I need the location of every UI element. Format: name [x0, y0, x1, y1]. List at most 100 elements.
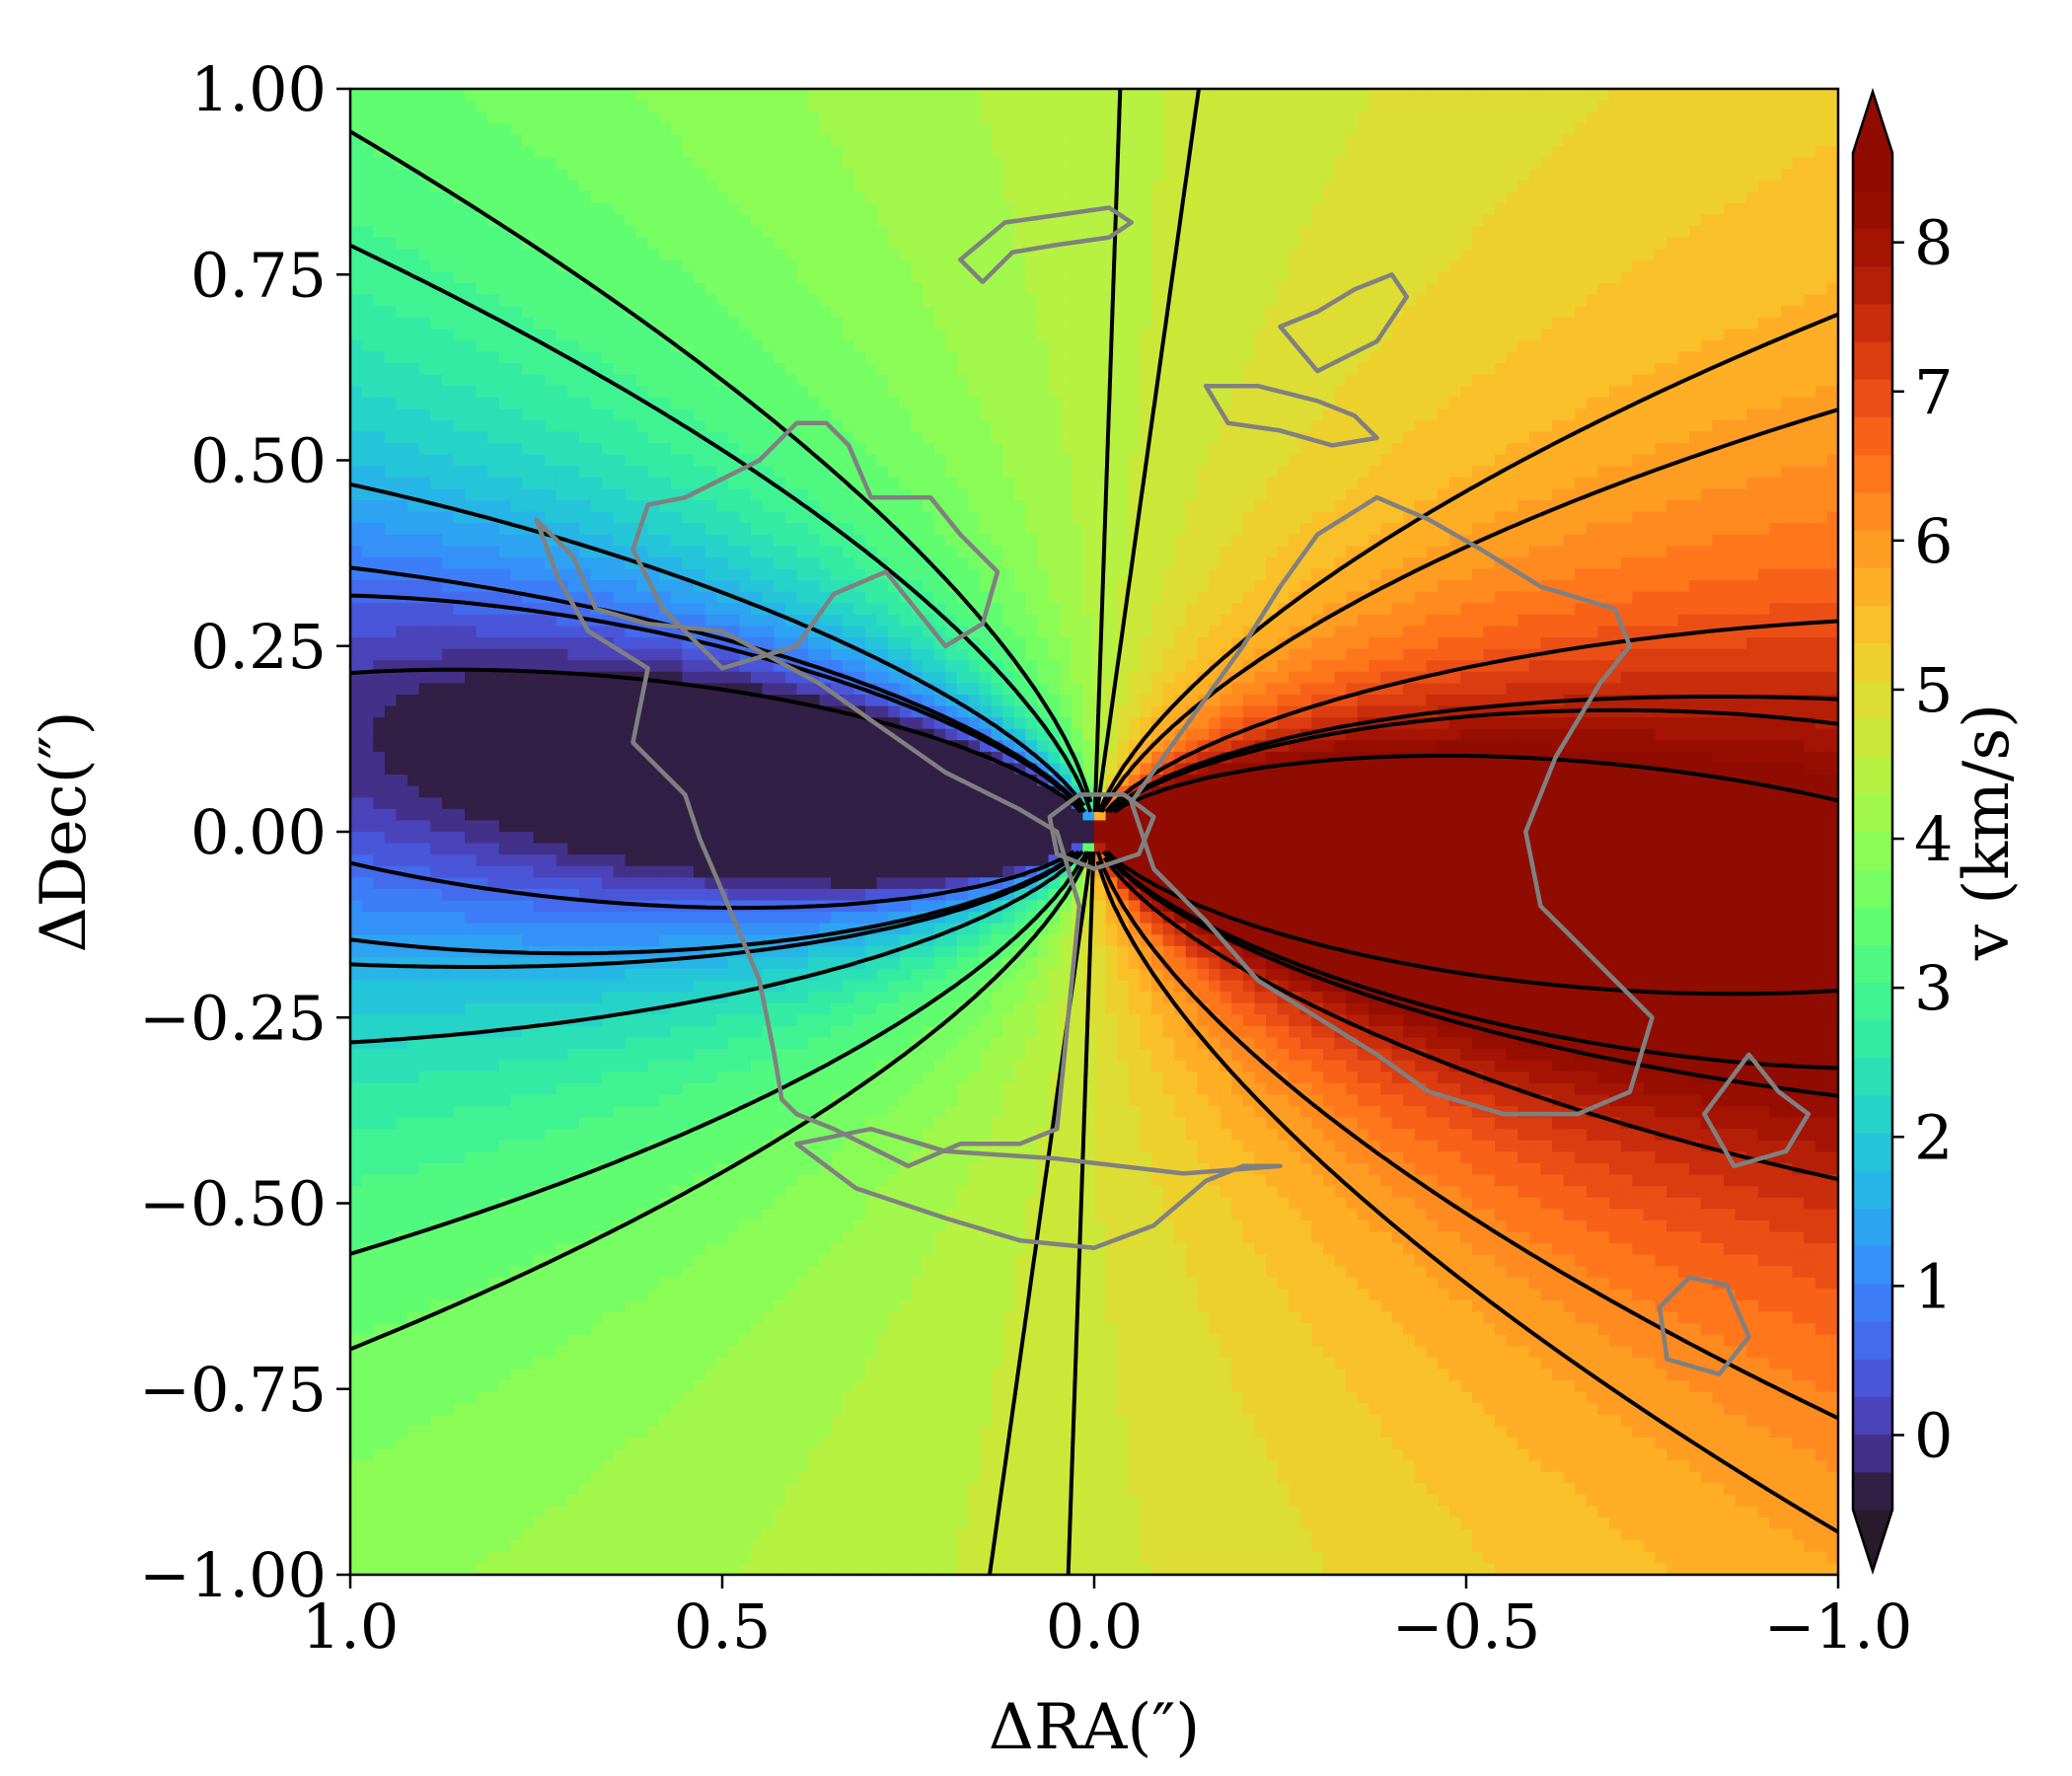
heatmap-cell — [1644, 306, 1656, 318]
heatmap-cell — [1483, 214, 1495, 226]
heatmap-cell — [579, 500, 591, 512]
heatmap-cell — [1701, 123, 1713, 135]
heatmap-cell — [1781, 408, 1793, 420]
heatmap-cell — [808, 318, 820, 330]
heatmap-cell — [1278, 512, 1290, 524]
heatmap-cell — [831, 123, 843, 135]
heatmap-cell — [1621, 512, 1633, 524]
heatmap-cell — [1575, 249, 1587, 260]
heatmap-cell — [1815, 295, 1827, 307]
heatmap-cell — [1094, 158, 1106, 170]
heatmap-cell — [1197, 249, 1209, 260]
heatmap-cell — [1186, 226, 1198, 238]
heatmap-cell — [510, 134, 522, 146]
heatmap-cell — [1564, 203, 1576, 215]
heatmap-cell — [1575, 203, 1587, 215]
heatmap-cell — [1517, 375, 1529, 387]
heatmap-cell — [1483, 363, 1495, 375]
heatmap-cell — [1289, 351, 1300, 363]
heatmap-cell — [1289, 283, 1300, 295]
heatmap-cell — [1082, 363, 1094, 375]
heatmap-cell — [614, 408, 626, 420]
heatmap-cell — [1701, 271, 1713, 283]
heatmap-cell — [728, 523, 740, 535]
heatmap-cell — [1438, 398, 1449, 409]
heatmap-cell — [1597, 271, 1609, 283]
heatmap-cell — [1804, 169, 1815, 181]
heatmap-cell — [1231, 318, 1243, 330]
heatmap-cell — [1221, 466, 1232, 478]
heatmap-cell — [1369, 398, 1380, 409]
heatmap-cell — [1724, 295, 1736, 307]
heatmap-cell — [1564, 226, 1576, 238]
heatmap-cell — [831, 203, 843, 215]
heatmap-cell — [419, 101, 431, 112]
heatmap-cell — [419, 89, 431, 101]
heatmap-cell — [1689, 191, 1701, 203]
heatmap-cell — [1815, 329, 1827, 340]
heatmap-cell — [1002, 398, 1014, 409]
heatmap-cell — [659, 89, 671, 101]
heatmap-cell — [1243, 89, 1255, 101]
heatmap-cell — [567, 134, 579, 146]
heatmap-cell — [843, 283, 854, 295]
heatmap-cell — [477, 111, 488, 123]
heatmap-cell — [1415, 238, 1427, 250]
heatmap-cell — [1736, 318, 1747, 330]
heatmap-cell — [1609, 158, 1621, 170]
heatmap-cell — [648, 351, 660, 363]
heatmap-cell — [968, 386, 980, 398]
heatmap-cell — [957, 408, 969, 420]
heatmap-cell — [545, 134, 556, 146]
heatmap-cell — [1540, 158, 1552, 170]
heatmap-cell — [774, 260, 785, 272]
heatmap-cell — [934, 432, 946, 444]
heatmap-cell — [865, 214, 877, 226]
heatmap-cell — [545, 123, 556, 135]
heatmap-cell — [820, 101, 832, 112]
heatmap-cell — [1311, 329, 1323, 340]
heatmap-cell — [1438, 340, 1449, 352]
heatmap-cell — [1186, 455, 1198, 467]
heatmap-cell — [1311, 111, 1323, 123]
heatmap-cell — [1049, 420, 1061, 432]
heatmap-cell — [1403, 134, 1415, 146]
heatmap-cell — [545, 455, 556, 467]
heatmap-cell — [1815, 432, 1827, 444]
heatmap-cell — [591, 111, 603, 123]
heatmap-cell — [716, 306, 728, 318]
heatmap-cell — [1552, 271, 1564, 283]
heatmap-cell — [1540, 420, 1552, 432]
heatmap-cell — [545, 158, 556, 170]
heatmap-cell — [1587, 386, 1598, 398]
heatmap-cell — [1666, 249, 1678, 260]
heatmap-cell — [1426, 455, 1438, 467]
heatmap-cell — [1117, 363, 1129, 375]
heatmap-cell — [625, 134, 636, 146]
heatmap-cell — [1472, 89, 1484, 101]
heatmap-cell — [888, 375, 900, 387]
heatmap-cell — [957, 181, 969, 192]
heatmap-cell — [1815, 420, 1827, 432]
heatmap-cell — [1644, 340, 1656, 352]
heatmap-cell — [808, 478, 820, 489]
heatmap-cell — [659, 466, 671, 478]
heatmap-cell — [911, 249, 923, 260]
heatmap-cell — [1129, 306, 1141, 318]
heatmap-cell — [534, 271, 546, 283]
heatmap-cell — [820, 340, 832, 352]
heatmap-cell — [373, 238, 385, 250]
heatmap-cell — [1300, 214, 1312, 226]
heatmap-cell — [694, 169, 705, 181]
heatmap-cell — [591, 443, 603, 455]
heatmap-cell — [1495, 500, 1507, 512]
heatmap-cell — [1507, 340, 1518, 352]
heatmap-cell — [465, 408, 477, 420]
heatmap-cell — [1014, 146, 1026, 158]
heatmap-cell — [1495, 203, 1507, 215]
heatmap-cell — [591, 420, 603, 432]
heatmap-cell — [1517, 271, 1529, 283]
heatmap-cell — [1117, 455, 1129, 467]
heatmap-cell — [659, 169, 671, 181]
heatmap-cell — [1106, 123, 1118, 135]
